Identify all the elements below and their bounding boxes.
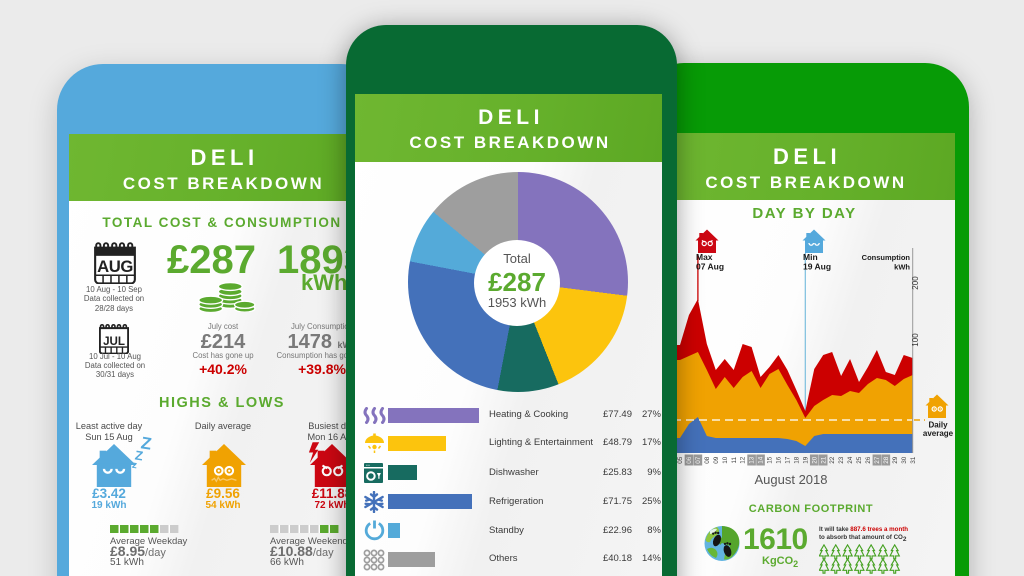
svg-text:19 Aug: 19 Aug [803, 262, 831, 272]
svg-text:07 Aug: 07 Aug [696, 262, 724, 272]
svg-text:11: 11 [731, 456, 738, 463]
svg-text:Min: Min [803, 252, 818, 262]
svg-text:27: 27 [874, 456, 881, 464]
svg-text:05: 05 [677, 456, 684, 464]
svg-text:30: 30 [901, 456, 908, 464]
svg-text:25: 25 [856, 456, 863, 464]
svg-text:08: 08 [704, 456, 711, 464]
svg-text:Daily: Daily [928, 421, 948, 430]
svg-text:200: 200 [911, 276, 920, 290]
svg-text:29: 29 [892, 456, 899, 464]
svg-text:Consumption: Consumption [862, 253, 911, 262]
svg-text:kWh: kWh [894, 263, 910, 272]
svg-text:20: 20 [811, 456, 818, 464]
svg-text:21: 21 [820, 456, 827, 464]
svg-text:14: 14 [758, 456, 765, 464]
svg-text:09: 09 [713, 456, 720, 464]
svg-text:AUG: AUG [97, 257, 133, 276]
svg-text:10: 10 [722, 456, 729, 464]
svg-text:Max: Max [696, 252, 713, 262]
svg-text:average: average [923, 429, 954, 438]
svg-text:17: 17 [785, 456, 792, 464]
svg-text:22: 22 [829, 456, 836, 464]
svg-text:12: 12 [740, 456, 747, 464]
svg-text:JUL: JUL [103, 336, 125, 348]
svg-text:15: 15 [767, 456, 774, 464]
svg-text:06: 06 [686, 456, 693, 464]
svg-text:13: 13 [749, 456, 756, 464]
svg-text:18: 18 [793, 456, 800, 464]
svg-text:28: 28 [883, 456, 890, 464]
svg-text:07: 07 [695, 456, 702, 464]
svg-text:31: 31 [910, 456, 917, 464]
svg-text:100: 100 [911, 333, 920, 347]
svg-text:26: 26 [865, 456, 872, 464]
svg-text:16: 16 [776, 456, 783, 464]
svg-text:19: 19 [802, 456, 809, 464]
svg-text:23: 23 [838, 456, 845, 464]
svg-text:24: 24 [847, 456, 854, 464]
